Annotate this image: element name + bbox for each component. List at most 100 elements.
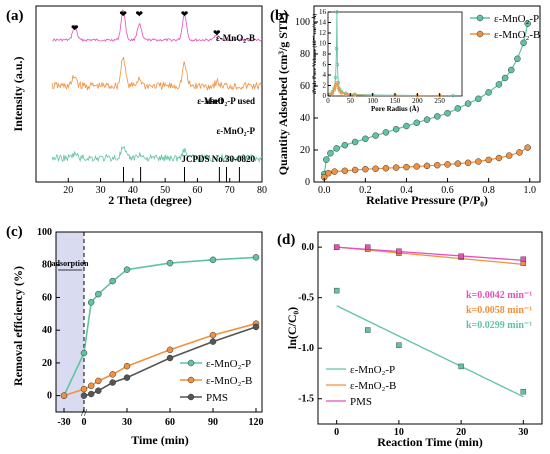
panel-b-legend-marker-0 [476,14,484,22]
panel-b-inset-series-1-point-8 [344,92,348,97]
panel-b-series-1-point-10 [413,163,420,170]
panel-b-series-0-point-21 [507,66,515,74]
panel-b-series-0-point-18 [485,89,492,96]
panel-d-ytick-label-3: -1.5 [298,394,314,405]
panel-c-ytick-label-3: 60 [42,292,52,303]
panel-c-ylabel: Removal efficiency (%) [11,266,25,386]
panel-c-legend-marker-1 [187,376,195,384]
panel-b-series-1-point-11 [423,162,431,170]
panel-b-label: (b) [270,8,288,24]
panel-c-series-1-point-6 [166,346,174,354]
panel-b-inset: 0 50 100 150 200 250 0 2 4 6 8 10 12 14 16 Pore Radius … [310,8,463,113]
panel-d-series-0-point-3 [458,363,464,370]
panel-d-ytick-label-0: 0.0 [302,242,315,253]
panel-b-xtick-label-1: 0.2 [359,185,372,196]
panel-b-series-0-point-16 [464,100,472,107]
panel-b-series-0-point-12 [423,116,431,123]
panel-c-series-1-point-4 [109,371,116,378]
panel-b-inset-ylabel: dV/dr Pore Volume (10⁻³ cm³/g·Å) [310,14,318,95]
panel-d-series-2-point-2 [396,248,402,254]
panel-d-series-0-point-1 [365,327,371,333]
panel-b-inset-ytick-label-5: 10 [319,40,327,48]
panel-a-jcpds-label: JCPDS No.30-0820 [182,154,256,164]
panel-b-plot [321,20,531,181]
panel-a-xlabel: 2 Theta (degree) [108,193,192,207]
panel-d-annotation-0: k=0.0042 min⁻¹ [466,290,532,301]
panel-b-ytick-label-5: 100 [295,17,310,28]
panel-d-ticks: 0 10 20 30 0.0 -0.5 -1.0 -1.5 [298,242,528,438]
panel-b-inset-series-1-point-5 [336,85,341,90]
panel-c-legend-label-0: ε-MnO₂-P [206,358,251,370]
panel-c-series-2-point-5 [166,354,174,362]
panel-a-label-p-used-suffix: used [205,96,223,106]
panel-b-series-0-point-10 [403,122,410,130]
panel-d-label: (d) [277,232,295,248]
panel-b-series-0-point-17 [475,95,482,103]
panel-b-series-0-point-7 [372,132,379,139]
panel-c-series-1-point-1 [80,385,88,393]
panel-c-legend-marker-0 [187,359,195,367]
panel-b-series-0-point-5 [351,138,359,146]
panel-b-legend: ε-MnO₂-P ε-MnO₂-B [470,13,540,41]
panel-c-series-1-point-0 [60,392,68,399]
panel-b-inset-series-1-point-3 [333,83,338,88]
panel-d-series-0-point-4 [520,388,527,395]
panel-a-plot: ❤ ❤ ❤ ❤ ❤ [51,8,262,182]
panel-b-ytick-label-1: 20 [300,145,310,156]
panel-d-plot [333,244,527,398]
panel-d-series-0-point-0 [333,287,340,294]
panel-b-series-1-point-15 [464,159,472,167]
panel-a-series-1 [51,56,262,92]
panel-c-series-0-point-3 [95,290,102,298]
panel-b-inset-series-0-point-16 [451,93,455,98]
panel-d-legend-label-1: ε-MnO₂-B [350,380,396,392]
panel-b-series-0-point-8 [382,129,390,136]
panel-c-series-1-point-7 [209,331,217,339]
panel-b-series-0-point-23 [520,39,527,47]
panel-c-series-2-point-2 [95,387,102,394]
panel-d-legend: ε-MnO₂-P ε-MnO₂-B PMS [326,364,396,408]
panel-b-inset-xtick-label-1: 50 [347,97,355,105]
panel-b-series-1-point-17 [485,156,492,164]
panel-b-xtick-label-0: 0.0 [318,185,331,196]
panel-b-series-0-point-9 [392,125,400,133]
panel-b-inset-ytick-label-4: 8 [323,50,327,58]
panel-a-xtick-label-6: 80 [257,185,267,196]
panel-b-inset-series-0-point-5 [335,10,339,14]
panel-d-xtick-label-2: 20 [456,427,466,438]
panel-c-xtick-label-4: 90 [208,417,218,428]
panel-b-xtick-label-3: 0.6 [441,185,454,196]
panel-c: (c) adsorption // -30 0 30 60 90 120 0 20 40 60 80 1… [6,224,264,447]
panel-c-series-0-point-1 [80,349,88,357]
panel-b-inset-series-1-point-2 [332,87,337,92]
panel-b-series-1-point-18 [495,154,503,162]
panel-b-series-1-point-8 [392,164,400,171]
panel-c-ytick-label-0: 0 [47,391,52,402]
panel-b-series-1-point-6 [372,165,379,172]
panel-a-ylabel: Intensity (a.u.) [11,56,25,131]
panel-b-series-0-point-22 [514,55,521,63]
panel-a-xtick-label-0: 20 [63,185,73,196]
panel-a-marker-2: ❤ [136,9,144,19]
panel-b-series-1-point-21 [524,144,531,151]
panel-b-series-0-point-4 [341,141,349,149]
panel-d-frame [317,231,543,425]
panel-a-xtick-label-5: 70 [225,185,235,196]
panel-b-inset-xtick-label-5: 250 [434,97,445,105]
panel-d-xtick-label-1: 10 [394,427,404,438]
panel-b-inset-ytick-label-0: 0 [323,92,327,100]
panel-c-series-1-point-2 [87,382,95,390]
panel-b-series-0-point-20 [501,74,509,82]
panel-b-inset-ytick-label-3: 6 [323,61,327,69]
panel-b-series-1-point-12 [434,161,441,169]
panel-b-series-1-point-5 [362,165,369,173]
panel-b-series-0-point-1 [323,156,330,163]
panel-b-inset-series-1-point-6 [337,88,342,93]
panel-c-series-0-point-4 [109,277,116,285]
panel-d-series-0-fit [336,305,524,398]
panel-b-inset-ytick-label-1: 2 [323,82,327,90]
panel-c-xtick-label-3: 60 [165,417,175,428]
panel-d-ytick-label-1: -0.5 [298,293,314,304]
panel-c-series-2-point-7 [252,323,260,331]
